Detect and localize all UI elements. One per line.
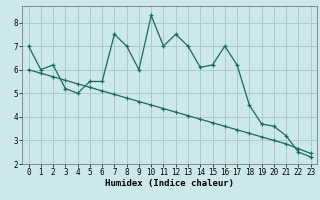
X-axis label: Humidex (Indice chaleur): Humidex (Indice chaleur) [105, 179, 234, 188]
